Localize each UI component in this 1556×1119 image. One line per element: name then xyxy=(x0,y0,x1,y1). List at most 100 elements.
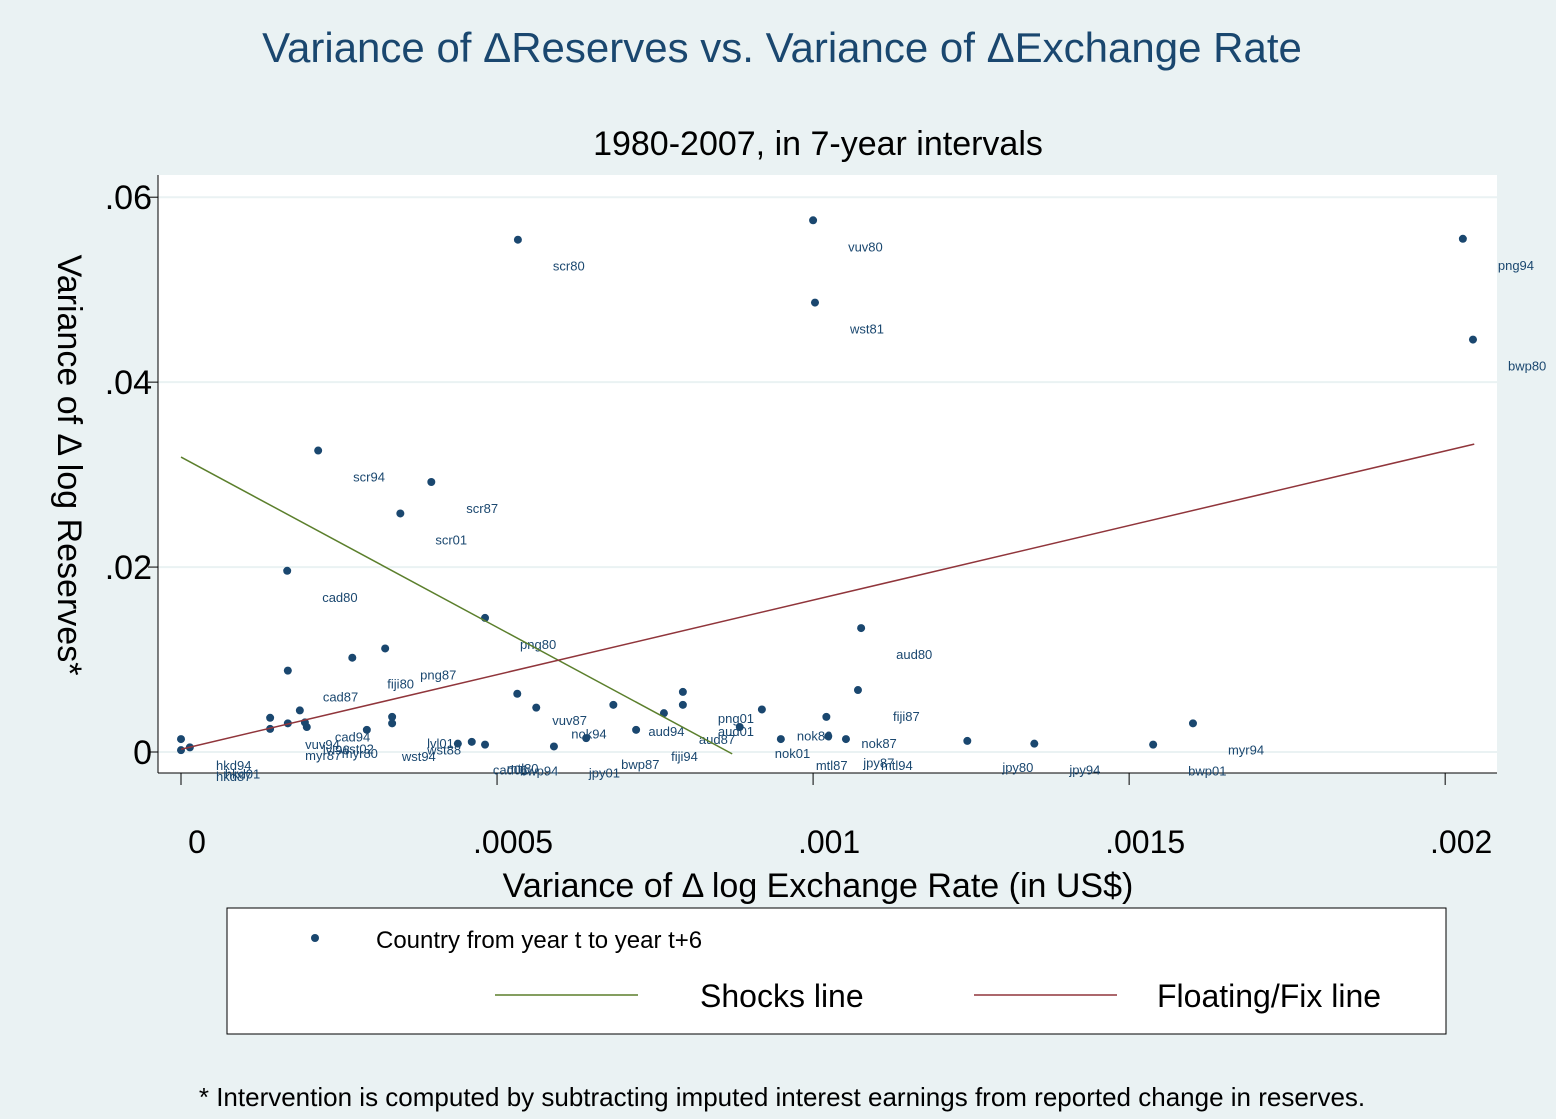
point-label: nok01 xyxy=(775,746,810,761)
point-label: nok87 xyxy=(861,736,896,751)
point-label: png01 xyxy=(718,711,754,726)
point xyxy=(1468,335,1477,344)
point-label: jpy87 xyxy=(862,755,894,770)
point-label: wst02 xyxy=(339,741,374,756)
point xyxy=(1458,234,1467,243)
point xyxy=(283,566,292,575)
point xyxy=(757,705,766,714)
point xyxy=(1188,719,1197,728)
point xyxy=(824,732,833,741)
point-label: jpy01 xyxy=(588,765,620,780)
x-tick-label: 0 xyxy=(188,824,206,860)
point-label: hkd94 xyxy=(216,758,251,773)
point xyxy=(388,712,397,721)
x-tick-label: .0015 xyxy=(1105,824,1185,860)
point-label: bwp87 xyxy=(621,757,659,772)
point-label: scr87 xyxy=(466,501,498,516)
point xyxy=(295,706,304,715)
legend-label: Floating/Fix line xyxy=(1157,978,1381,1014)
point xyxy=(427,477,436,486)
x-tick-label: .002 xyxy=(1430,824,1492,860)
chart-subtitle: 1980-2007, in 7-year intervals xyxy=(593,125,1043,163)
point xyxy=(283,666,292,675)
footnote: * Intervention is computed by subtractin… xyxy=(199,1082,1365,1112)
point-label: nok94 xyxy=(571,727,606,742)
x-tick-label: .0005 xyxy=(473,824,553,860)
point-label: bwp01 xyxy=(1188,764,1226,779)
point xyxy=(678,687,687,696)
point xyxy=(1030,739,1039,748)
point xyxy=(362,725,371,734)
point-label: png87 xyxy=(420,667,456,682)
point-label: mtl87 xyxy=(816,758,848,773)
point xyxy=(809,216,818,225)
point xyxy=(582,734,591,743)
point xyxy=(396,509,405,518)
point xyxy=(177,746,186,755)
chart-title: Variance of ΔReserves vs. Variance of ΔE… xyxy=(262,24,1302,71)
y-tick-label: .06 xyxy=(105,179,152,217)
point xyxy=(1149,740,1158,749)
point-label: aud87 xyxy=(699,732,735,747)
legend-label: Shocks line xyxy=(700,978,864,1014)
point-label: mtl80 xyxy=(507,761,539,776)
point xyxy=(735,723,744,732)
point-label: wst94 xyxy=(401,749,436,764)
point-label: hkd01 xyxy=(225,766,260,781)
point-label: aud80 xyxy=(896,647,932,662)
point xyxy=(467,737,476,746)
point-label: bwp80 xyxy=(1508,359,1546,374)
legend-label: Country from year t to year t+6 xyxy=(376,927,702,954)
point-label: scr01 xyxy=(435,532,467,547)
point-label: wst81 xyxy=(849,322,884,337)
y-tick-label: .02 xyxy=(105,549,152,587)
point-label: vuv80 xyxy=(848,239,883,254)
point-label: scr80 xyxy=(553,259,585,274)
point-label: lvl96 xyxy=(323,742,350,757)
point-label: hkd87 xyxy=(216,769,251,784)
fit-line xyxy=(180,456,733,755)
point-label: png80 xyxy=(520,637,556,652)
point xyxy=(857,624,866,633)
point-label: lvl01 xyxy=(427,736,454,751)
point-label: aud01 xyxy=(718,724,754,739)
point-label: fiji94 xyxy=(671,749,698,764)
point xyxy=(810,298,819,307)
point xyxy=(513,235,522,244)
point-label: png94 xyxy=(1498,258,1534,273)
point-label: myr87 xyxy=(305,748,341,763)
point xyxy=(678,700,687,709)
point-label: aud94 xyxy=(648,724,684,739)
point-label: nok80 xyxy=(797,728,832,743)
point xyxy=(632,725,641,734)
y-tick-label: 0 xyxy=(133,734,152,772)
point xyxy=(776,735,785,744)
point xyxy=(381,644,390,653)
point-label: wst88 xyxy=(426,742,461,757)
x-axis-label: Variance of Δ log Exchange Rate (in US$) xyxy=(503,867,1134,905)
point-label: cad01 xyxy=(493,763,528,778)
point-label: jpy80 xyxy=(1001,760,1033,775)
x-tick-label: .001 xyxy=(798,824,860,860)
point xyxy=(266,713,275,722)
point xyxy=(609,700,618,709)
point xyxy=(549,742,558,751)
point xyxy=(348,653,357,662)
legend xyxy=(226,907,1447,1035)
fit-line xyxy=(180,443,1475,750)
point-label: jpy94 xyxy=(1068,763,1100,778)
point xyxy=(532,703,541,712)
point-label: fiji80 xyxy=(387,677,414,692)
point-label: scr94 xyxy=(353,470,385,485)
point xyxy=(453,739,462,748)
point xyxy=(177,735,186,744)
point-label: fiji87 xyxy=(893,709,920,724)
point xyxy=(314,446,323,455)
point xyxy=(853,686,862,695)
plot-area xyxy=(158,175,1497,773)
point-label: cad80 xyxy=(322,590,357,605)
point xyxy=(841,735,850,744)
point xyxy=(481,740,490,749)
